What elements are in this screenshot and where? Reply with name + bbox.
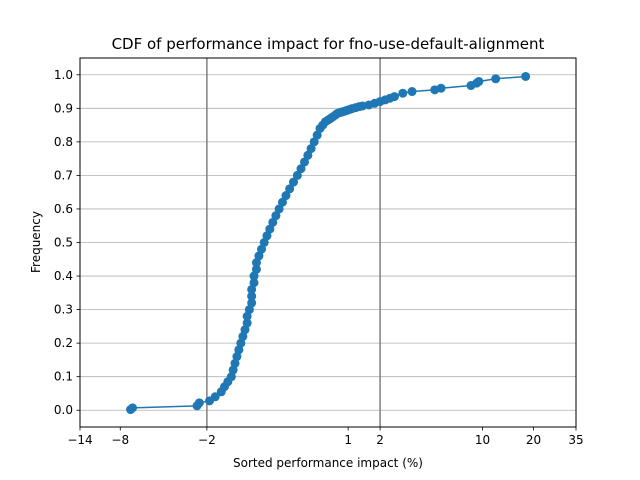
y-tick-label: 1.0 bbox=[54, 68, 73, 82]
data-point bbox=[268, 217, 278, 227]
chart-title: CDF of performance impact for fno-use-de… bbox=[112, 35, 545, 53]
data-point bbox=[271, 211, 281, 221]
x-tick-label: 2 bbox=[376, 433, 384, 447]
y-tick-label: 0.7 bbox=[54, 168, 73, 182]
series-group bbox=[126, 71, 531, 415]
data-point bbox=[281, 191, 291, 201]
x-tick-label: 20 bbox=[526, 433, 541, 447]
data-point bbox=[474, 76, 484, 86]
data-point bbox=[194, 398, 204, 408]
data-point bbox=[288, 177, 298, 187]
x-tick-label: 35 bbox=[568, 433, 583, 447]
y-tick-label: 0.6 bbox=[54, 202, 73, 216]
data-point bbox=[285, 184, 295, 194]
y-tick-label: 0.5 bbox=[54, 236, 73, 250]
x-tick-label: −2 bbox=[198, 433, 216, 447]
data-point bbox=[262, 231, 272, 241]
data-point bbox=[300, 157, 310, 167]
data-point bbox=[407, 87, 417, 97]
data-point bbox=[306, 144, 316, 154]
y-tick-label: 0.4 bbox=[54, 269, 73, 283]
data-point bbox=[292, 170, 302, 180]
data-point bbox=[247, 291, 257, 301]
data-point bbox=[389, 92, 399, 102]
data-point bbox=[521, 71, 531, 81]
y-tick-label: 0.1 bbox=[54, 370, 73, 384]
data-point bbox=[210, 392, 220, 402]
data-point bbox=[242, 318, 252, 328]
data-point bbox=[398, 88, 408, 98]
data-point bbox=[309, 137, 319, 147]
data-point bbox=[265, 224, 275, 234]
data-point bbox=[274, 204, 284, 214]
x-tick-label: −14 bbox=[67, 433, 92, 447]
reference-lines bbox=[206, 58, 381, 427]
x-axis-ticks: −14 −8 −2 1 2 10 20 35 bbox=[67, 427, 584, 447]
x-tick-label: −8 bbox=[111, 433, 129, 447]
data-point bbox=[303, 150, 313, 160]
y-tick-label: 0.3 bbox=[54, 303, 73, 317]
data-point bbox=[247, 298, 257, 308]
data-point bbox=[296, 164, 306, 174]
y-tick-label: 0.8 bbox=[54, 135, 73, 149]
y-tick-label: 0.9 bbox=[54, 101, 73, 115]
y-axis-ticks: 0.0 0.1 0.2 0.3 0.4 0.5 0.6 0.7 0.8 0.9 1.0 bbox=[54, 68, 80, 417]
data-point bbox=[277, 197, 287, 207]
data-point bbox=[312, 130, 322, 140]
x-axis-label: Sorted performance impact (%) bbox=[233, 456, 423, 470]
y-tick-label: 0.0 bbox=[54, 403, 73, 417]
x-tick-label: 10 bbox=[475, 433, 490, 447]
y-tick-label: 0.2 bbox=[54, 336, 73, 350]
data-point bbox=[491, 74, 501, 84]
data-point bbox=[436, 83, 446, 93]
y-axis-label: Frequency bbox=[29, 211, 43, 273]
data-point bbox=[128, 403, 138, 413]
data-point bbox=[251, 264, 261, 274]
y-gridlines bbox=[80, 74, 576, 411]
x-tick-label: 1 bbox=[344, 433, 352, 447]
data-point bbox=[249, 278, 259, 288]
series-line bbox=[130, 75, 526, 411]
